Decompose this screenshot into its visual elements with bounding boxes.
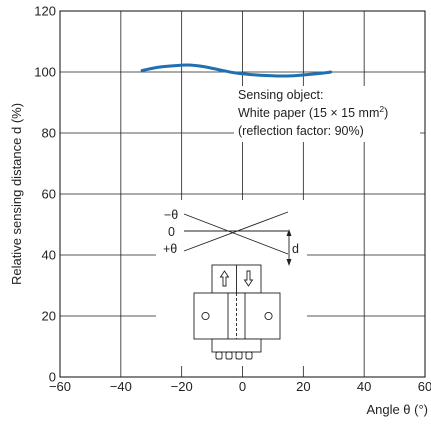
distance-arrow-down xyxy=(286,259,292,266)
label-zero: 0 xyxy=(168,225,175,239)
x-tick-label: −20 xyxy=(171,379,193,394)
y-tick-label: 80 xyxy=(42,126,56,141)
label-distance: d xyxy=(292,242,299,256)
y-tick-label: 120 xyxy=(34,4,56,19)
emitter-arrow-icon xyxy=(219,270,230,287)
x-tick-label: 20 xyxy=(296,379,310,394)
y-axis-label: Relative sensing distance d (%) xyxy=(9,103,24,285)
annotation-line-3: (reflection factor: 90%) xyxy=(238,124,364,138)
pin-4 xyxy=(245,351,253,360)
y-tick-labels: 0 20 40 60 80 100 120 xyxy=(34,4,56,385)
x-tick-label: −40 xyxy=(110,379,132,394)
sensor-body xyxy=(193,292,281,340)
x-tick-label: −60 xyxy=(49,379,71,394)
sensor-diagram xyxy=(183,211,292,360)
receiver-arrow-icon xyxy=(243,270,254,287)
annotation-backdrop xyxy=(234,86,420,142)
pin-3 xyxy=(235,351,243,360)
x-tick-labels: −60 −40 −20 0 20 40 60 xyxy=(49,379,431,394)
x-tick-label: 0 xyxy=(239,379,246,394)
mount-hole-right xyxy=(264,311,273,321)
sensor-base xyxy=(211,338,262,353)
label-minus-theta: −θ xyxy=(164,208,178,222)
mount-hole-left xyxy=(201,311,210,321)
angle-line-plus xyxy=(183,211,289,252)
annotation-line-2-text: White paper (15 × 15 mm xyxy=(238,106,379,120)
angle-line-minus xyxy=(183,213,289,255)
pin-1 xyxy=(215,351,223,360)
x-axis-label: Angle θ (°) xyxy=(366,402,428,417)
label-plus-theta: +θ xyxy=(163,242,177,256)
distance-arrow-up xyxy=(286,229,292,236)
series-line xyxy=(140,63,333,78)
pin-2 xyxy=(225,351,233,360)
y-tick-label: 20 xyxy=(42,309,56,324)
y-tick-label: 100 xyxy=(34,65,56,80)
sensing-object-annotation: Sensing object: White paper (15 × 15 mm2… xyxy=(238,88,388,138)
annotation-line-2: White paper (15 × 15 mm2) xyxy=(238,104,388,120)
y-tick-label: 60 xyxy=(42,187,56,202)
data-series xyxy=(140,63,333,78)
y-tick-label: 0 xyxy=(49,370,56,385)
plot-frame xyxy=(59,10,426,378)
x-tick-label: 60 xyxy=(418,379,431,394)
annotation-line-1: Sensing object: xyxy=(238,88,323,102)
y-tick-label: 40 xyxy=(42,248,56,263)
annotation-superscript: 2 xyxy=(379,104,384,114)
annotation-close-paren: ) xyxy=(384,106,388,120)
x-tick-label: 40 xyxy=(357,379,371,394)
